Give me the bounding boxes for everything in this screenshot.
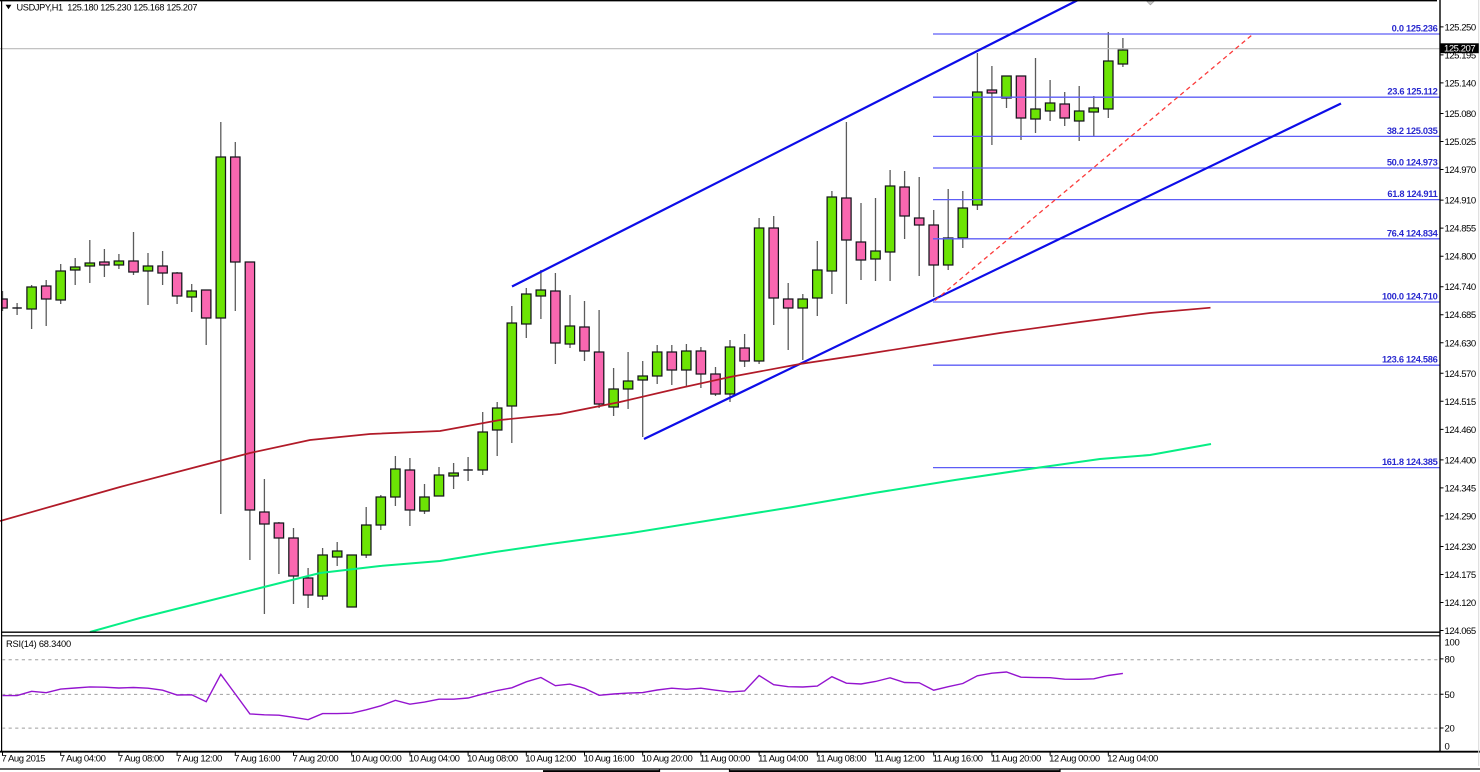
svg-text:12 Aug 04:00: 12 Aug 04:00 [1107,754,1158,765]
svg-text:125.207: 125.207 [1444,43,1475,54]
svg-text:23.6 125.112: 23.6 125.112 [1387,87,1437,97]
svg-text:125.080: 125.080 [1445,109,1476,120]
svg-text:50.0 124.973: 50.0 124.973 [1387,158,1438,168]
svg-text:7 Aug 04:00: 7 Aug 04:00 [60,754,106,765]
svg-text:10 Aug 00:00: 10 Aug 00:00 [351,754,402,765]
svg-text:124.800: 124.800 [1445,252,1476,263]
svg-text:124.290: 124.290 [1445,511,1476,522]
svg-text:10 Aug 20:00: 10 Aug 20:00 [642,754,693,765]
svg-text:RSI(14) 68.3400: RSI(14) 68.3400 [6,639,71,649]
svg-text:124.460: 124.460 [1445,425,1476,436]
svg-text:100: 100 [1445,638,1460,649]
svg-text:124.345: 124.345 [1445,483,1476,494]
svg-text:124.175: 124.175 [1445,570,1476,581]
svg-text:20: 20 [1445,724,1455,735]
svg-text:124.630: 124.630 [1445,338,1476,349]
svg-text:0.0 125.236: 0.0 125.236 [1392,24,1438,34]
svg-text:38.2 125.035: 38.2 125.035 [1387,126,1438,136]
svg-text:124.910: 124.910 [1445,196,1476,207]
svg-text:76.4 124.834: 76.4 124.834 [1387,228,1439,238]
svg-text:10 Aug 12:00: 10 Aug 12:00 [525,754,576,765]
svg-text:7 Aug 08:00: 7 Aug 08:00 [118,754,164,765]
svg-text:12 Aug 00:00: 12 Aug 00:00 [1049,754,1100,765]
svg-text:11 Aug 08:00: 11 Aug 08:00 [816,754,866,765]
svg-text:10 Aug 04:00: 10 Aug 04:00 [409,754,460,765]
svg-text:80: 80 [1445,654,1455,665]
svg-text:124.970: 124.970 [1445,165,1476,176]
svg-text:124.570: 124.570 [1445,369,1476,380]
svg-text:125.195: 125.195 [1445,50,1476,61]
svg-text:124.740: 124.740 [1445,282,1476,293]
svg-text:7 Aug 20:00: 7 Aug 20:00 [293,754,339,765]
svg-text:124.120: 124.120 [1445,598,1476,609]
svg-text:125.025: 125.025 [1445,137,1476,148]
svg-text:124.230: 124.230 [1445,542,1476,553]
svg-text:11 Aug 16:00: 11 Aug 16:00 [933,754,983,765]
svg-text:7 Aug 16:00: 7 Aug 16:00 [234,754,280,765]
svg-text:10 Aug 16:00: 10 Aug 16:00 [584,754,635,765]
svg-text:124.400: 124.400 [1445,455,1476,466]
svg-text:7 Aug 12:00: 7 Aug 12:00 [176,754,222,765]
svg-text:11 Aug 04:00: 11 Aug 04:00 [758,754,808,765]
svg-text:50: 50 [1445,690,1455,701]
svg-text:123.6 124.586: 123.6 124.586 [1382,355,1438,365]
svg-text:125.140: 125.140 [1445,78,1476,89]
svg-text:124.065: 124.065 [1445,626,1476,637]
svg-text:124.855: 124.855 [1445,224,1476,235]
svg-text:124.685: 124.685 [1445,310,1476,321]
svg-text:11 Aug 00:00: 11 Aug 00:00 [700,754,750,765]
svg-text:0: 0 [1445,741,1450,752]
svg-text:61.8 124.911: 61.8 124.911 [1387,189,1437,199]
svg-text:124.515: 124.515 [1445,397,1476,408]
svg-text:11 Aug 20:00: 11 Aug 20:00 [991,754,1041,765]
svg-text:100.0 124.710: 100.0 124.710 [1382,292,1438,302]
svg-text:161.8 124.385: 161.8 124.385 [1382,457,1438,467]
svg-text:USDJPY,H1 125.180 125.230 125: USDJPY,H1 125.180 125.230 125.168 125.20… [17,3,198,13]
svg-text:125.250: 125.250 [1445,22,1476,33]
svg-text:10 Aug 08:00: 10 Aug 08:00 [467,754,518,765]
svg-text:7 Aug 2015: 7 Aug 2015 [2,754,46,765]
svg-text:11 Aug 12:00: 11 Aug 12:00 [875,754,925,765]
